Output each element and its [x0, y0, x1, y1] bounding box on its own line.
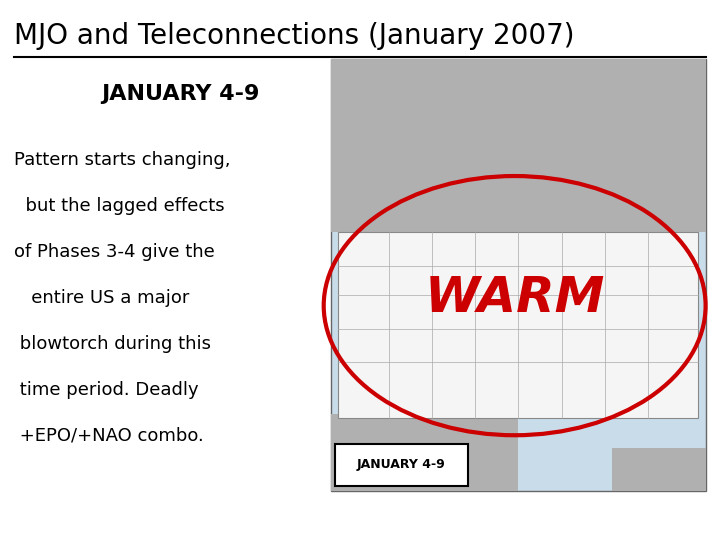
Text: but the lagged effects: but the lagged effects: [14, 197, 225, 215]
Bar: [331, 59, 706, 232]
Text: Pattern starts changing,: Pattern starts changing,: [14, 151, 231, 169]
Text: WARM: WARM: [425, 274, 605, 322]
FancyBboxPatch shape: [338, 232, 698, 418]
Text: MJO and Teleconnections (January 2007): MJO and Teleconnections (January 2007): [14, 22, 575, 50]
Bar: [331, 59, 706, 491]
Text: JANUARY 4-9: JANUARY 4-9: [357, 458, 446, 471]
Text: of Phases 3-4 give the: of Phases 3-4 give the: [14, 243, 215, 261]
Text: blowtorch during this: blowtorch during this: [14, 335, 212, 353]
Text: JANUARY 4-9: JANUARY 4-9: [101, 84, 259, 104]
Text: time period. Deadly: time period. Deadly: [14, 381, 199, 399]
Text: +EPO/+NAO combo.: +EPO/+NAO combo.: [14, 427, 204, 444]
Bar: [612, 448, 706, 491]
Bar: [331, 414, 518, 491]
FancyBboxPatch shape: [335, 444, 468, 486]
Text: entire US a major: entire US a major: [14, 289, 190, 307]
